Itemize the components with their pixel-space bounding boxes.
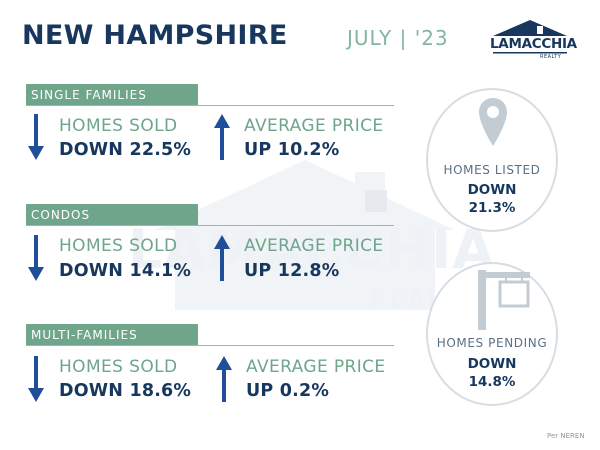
homes-listed-label: HOMES LISTED xyxy=(443,163,541,177)
section-bar-single-families xyxy=(26,84,198,106)
average-price-value: UP 10.2% xyxy=(244,140,340,160)
logo-text: LAMACCHIA xyxy=(490,36,577,52)
average-price-label: AVERAGE PRICE xyxy=(246,357,386,377)
homes-listed-value: 21.3% xyxy=(468,200,516,216)
section-label-single-families: SINGLE FAMILIES xyxy=(31,88,147,102)
homes-sold-value: DOWN 14.1% xyxy=(59,261,192,281)
down-arrow-icon xyxy=(28,356,44,402)
homes-sold-value: DOWN 18.6% xyxy=(59,381,192,401)
down-arrow-icon xyxy=(28,114,44,160)
homes-sold-value: DOWN 22.5% xyxy=(59,140,192,160)
homes-pending-direction: DOWN xyxy=(467,356,517,372)
up-arrow-icon xyxy=(214,114,230,160)
section-bar-condos xyxy=(26,204,198,226)
average-price-value: UP 12.8% xyxy=(244,261,340,281)
homes-pending-circle xyxy=(426,262,558,406)
logo-roof-icon xyxy=(493,20,567,54)
homes-listed-direction: DOWN xyxy=(467,182,517,198)
homes-sold-label: HOMES SOLD xyxy=(59,357,178,377)
for-sale-sign-icon xyxy=(478,270,530,330)
homes-pending-value: 14.8% xyxy=(468,374,516,390)
homes-sold-label: HOMES SOLD xyxy=(59,116,178,136)
watermark-house-icon xyxy=(155,160,455,310)
page-title: NEW HAMPSHIRE xyxy=(22,20,288,51)
average-price-value: UP 0.2% xyxy=(246,381,330,401)
section-label-multi-families: MULTI-FAMILIES xyxy=(31,328,138,342)
section-divider xyxy=(26,225,394,226)
watermark-text: LAMACCHIA xyxy=(128,218,496,281)
up-arrow-icon xyxy=(216,356,232,402)
down-arrow-icon xyxy=(28,235,44,281)
up-arrow-icon xyxy=(214,235,230,281)
average-price-label: AVERAGE PRICE xyxy=(244,116,384,136)
homes-sold-label: HOMES SOLD xyxy=(59,236,178,256)
homes-pending-label: HOMES PENDING xyxy=(436,336,548,350)
map-pin-icon xyxy=(479,98,507,146)
section-label-condos: CONDOS xyxy=(31,208,91,222)
section-divider xyxy=(26,105,394,106)
section-bar-multi-families xyxy=(26,324,198,346)
section-divider xyxy=(26,345,394,346)
report-date: JULY | '23 xyxy=(347,26,449,50)
logo-subtext: REALTY xyxy=(540,54,562,60)
source-note: Per NEREN xyxy=(547,432,585,440)
average-price-label: AVERAGE PRICE xyxy=(244,236,384,256)
